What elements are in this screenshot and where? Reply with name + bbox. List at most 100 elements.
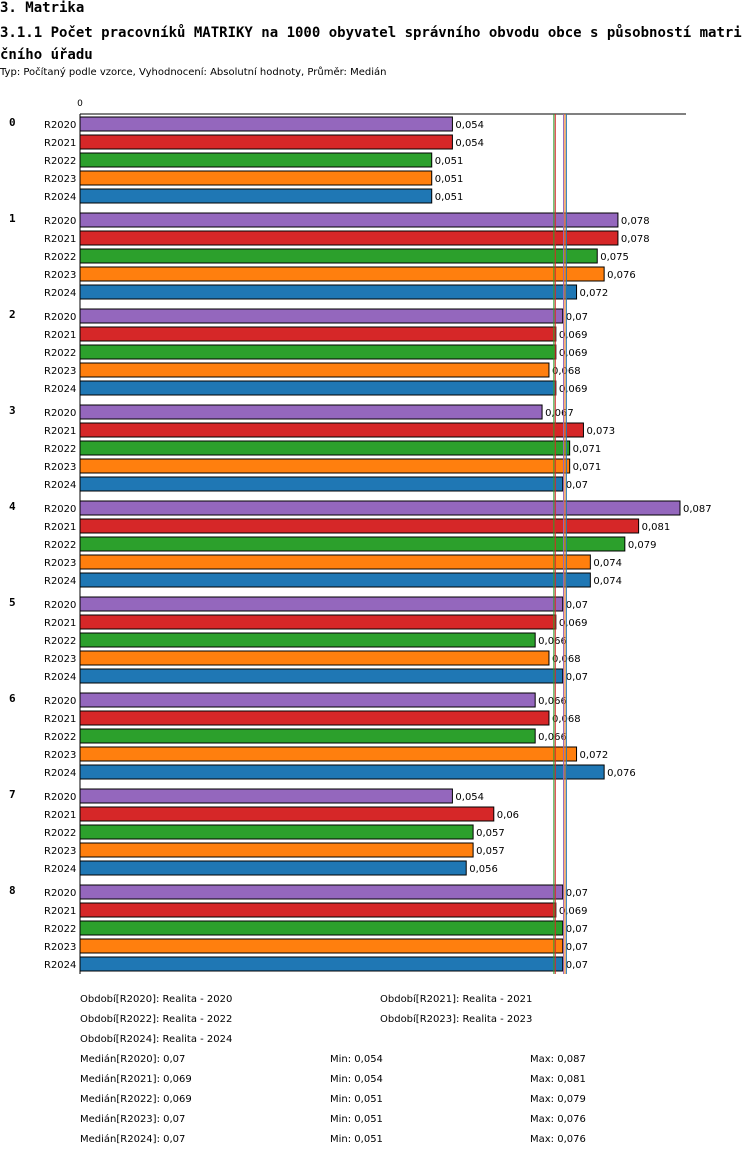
bar-value-label: 0,079 (628, 540, 657, 551)
bar (79, 572, 591, 588)
bar (79, 422, 584, 438)
bar (79, 842, 474, 858)
series-label: R2021 (44, 714, 76, 725)
bar (79, 362, 550, 378)
bar (79, 884, 564, 900)
bar (79, 860, 467, 876)
bar-value-label: 0,076 (607, 270, 636, 281)
max-r2023: Max: 0,076 (530, 1114, 586, 1125)
series-label: R2021 (44, 810, 76, 821)
bar (79, 596, 564, 612)
bar (79, 668, 564, 684)
legend-period-r2021: Období[R2021]: Realita - 2021 (380, 994, 533, 1005)
bar-value-label: 0,067 (545, 408, 574, 419)
series-label: R2023 (44, 558, 76, 569)
bar-value-label: 0,074 (593, 576, 622, 587)
series-label: R2022 (44, 828, 76, 839)
bar (79, 248, 598, 264)
series-label: R2021 (44, 522, 76, 533)
series-label: R2024 (44, 864, 76, 875)
group-label: 6 (9, 692, 16, 705)
bar (79, 920, 564, 936)
bar (79, 212, 619, 228)
series-label: R2022 (44, 636, 76, 647)
bar-value-label: 0,051 (435, 174, 464, 185)
bar-value-label: 0,066 (538, 732, 567, 743)
bar-value-label: 0,066 (538, 696, 567, 707)
series-label: R2022 (44, 924, 76, 935)
series-label: R2022 (44, 252, 76, 263)
bar-value-label: 0,07 (566, 960, 588, 971)
series-label: R2024 (44, 768, 76, 779)
bar (79, 458, 571, 474)
group-label: 0 (9, 116, 16, 129)
bar (79, 692, 536, 708)
max-r2024: Max: 0,076 (530, 1134, 586, 1145)
min-r2023: Min: 0,051 (330, 1114, 383, 1125)
max-r2020: Max: 0,087 (530, 1054, 586, 1065)
bar (79, 404, 543, 420)
series-label: R2020 (44, 888, 76, 899)
chart-title: 3.1.1 Počet pracovníků MATRIKY na 1000 o… (0, 25, 742, 63)
bar (79, 476, 564, 492)
series-label: R2022 (44, 444, 76, 455)
bar (79, 308, 564, 324)
bar (79, 380, 557, 396)
bar-value-label: 0,073 (586, 426, 615, 437)
median-r2024: Medián[R2024]: 0,07 (80, 1134, 186, 1145)
series-label: R2024 (44, 672, 76, 683)
series-label: R2020 (44, 312, 76, 323)
group-label: 3 (9, 404, 16, 417)
series-label: R2022 (44, 156, 76, 167)
series-label: R2021 (44, 618, 76, 629)
series-label: R2023 (44, 366, 76, 377)
median-r2021: Medián[R2021]: 0,069 (80, 1074, 192, 1085)
bar (79, 500, 681, 516)
bar-value-label: 0,078 (621, 216, 650, 227)
series-label: R2020 (44, 696, 76, 707)
bar (79, 824, 474, 840)
bar (79, 266, 605, 282)
series-label: R2024 (44, 960, 76, 971)
bar-value-label: 0,072 (580, 750, 609, 761)
bar-value-label: 0,051 (435, 192, 464, 203)
bar-value-label: 0,069 (559, 384, 588, 395)
legend-period-r2023: Období[R2023]: Realita - 2023 (380, 1014, 533, 1025)
bar-value-label: 0,057 (476, 828, 505, 839)
series-label: R2021 (44, 330, 76, 341)
series-label: R2022 (44, 540, 76, 551)
bar-value-label: 0,078 (621, 234, 650, 245)
min-r2022: Min: 0,051 (330, 1094, 383, 1105)
series-label: R2021 (44, 426, 76, 437)
bar-value-label: 0,07 (566, 924, 588, 935)
legend-period-r2022: Období[R2022]: Realita - 2022 (80, 1014, 233, 1025)
series-label: R2023 (44, 750, 76, 761)
bar-value-label: 0,07 (566, 672, 588, 683)
bar (79, 170, 433, 186)
series-label: R2023 (44, 462, 76, 473)
bar-value-label: 0,057 (476, 846, 505, 857)
series-label: R2024 (44, 192, 76, 203)
bar-value-label: 0,07 (566, 600, 588, 611)
bar-value-label: 0,07 (566, 312, 588, 323)
min-r2021: Min: 0,054 (330, 1074, 383, 1085)
bar-value-label: 0,076 (607, 768, 636, 779)
group-label: 4 (9, 500, 16, 513)
bar-value-label: 0,081 (642, 522, 671, 533)
bar-value-label: 0,051 (435, 156, 464, 167)
series-label: R2023 (44, 270, 76, 281)
bar (79, 518, 640, 534)
median-r2023: Medián[R2023]: 0,07 (80, 1114, 186, 1125)
bar (79, 956, 564, 972)
bar (79, 764, 605, 780)
series-label: R2023 (44, 942, 76, 953)
legend-period-r2020: Období[R2020]: Realita - 2020 (80, 994, 233, 1005)
max-r2021: Max: 0,081 (530, 1074, 586, 1085)
series-label: R2021 (44, 138, 76, 149)
bar (79, 116, 453, 132)
series-label: R2023 (44, 654, 76, 665)
bar-value-label: 0,074 (593, 558, 622, 569)
bar-value-label: 0,054 (455, 138, 484, 149)
bar-value-label: 0,069 (559, 330, 588, 341)
bar-value-label: 0,054 (455, 120, 484, 131)
